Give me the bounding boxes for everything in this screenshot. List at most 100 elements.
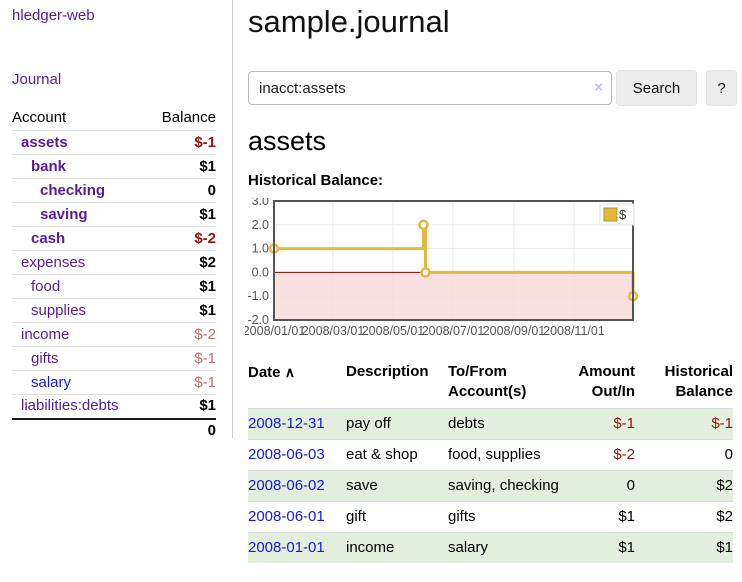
account-link-checking[interactable]: checking: [40, 181, 106, 199]
account-row-checking: checking 0: [12, 178, 216, 203]
sort-ascending-icon: ∧: [284, 364, 295, 380]
search-button[interactable]: Search: [616, 70, 697, 106]
account-link-supplies[interactable]: supplies: [31, 301, 87, 319]
account-row-saving: saving $1: [12, 202, 216, 227]
app-brand-link[interactable]: hledger-web: [12, 7, 95, 24]
transaction-row: 2008-06-03 eat & shop food, supplies $-2…: [248, 439, 733, 471]
transaction-amount: $-2: [560, 439, 635, 471]
transaction-accounts: salary: [448, 532, 560, 563]
svg-text:1.0: 1.0: [252, 242, 269, 256]
account-link-salary[interactable]: salary: [31, 373, 72, 391]
account-balance: $-2: [147, 322, 216, 347]
account-balance: $1: [147, 394, 216, 419]
account-link-gifts[interactable]: gifts: [31, 349, 59, 367]
svg-text:2008/05/01: 2008/05/01: [362, 324, 425, 338]
register-table: Date ∧ Description To/From Account(s) Am…: [248, 358, 733, 563]
account-link-liabilities-debts[interactable]: liabilities:debts: [21, 397, 119, 415]
help-button[interactable]: ?: [706, 70, 737, 106]
svg-text:2008/07/01: 2008/07/01: [422, 324, 485, 338]
column-header-date[interactable]: Date ∧: [248, 364, 295, 381]
account-link-cash[interactable]: cash: [31, 229, 66, 247]
transaction-balance: $2: [635, 501, 733, 533]
accounts-table-header: Account Balance: [12, 106, 216, 131]
accounts-header-account: Account: [12, 109, 67, 126]
transaction-row: 2008-01-01 income salary $1 $1: [248, 532, 733, 563]
transaction-accounts: saving, checking: [448, 470, 560, 502]
svg-text:2.0: 2.0: [252, 218, 269, 232]
accounts-table: Account Balance assets $-1 bank $1 check…: [12, 106, 216, 443]
page-title: sample.journal: [248, 4, 450, 39]
account-row-gifts: gifts $-1: [12, 346, 216, 371]
svg-text:2008/11/01: 2008/11/01: [543, 324, 605, 338]
transaction-amount: $-1: [560, 408, 635, 440]
transaction-date-link[interactable]: 2008-06-01: [248, 508, 325, 525]
transaction-date-link[interactable]: 2008-01-01: [248, 539, 325, 556]
svg-text:$: $: [619, 207, 627, 222]
search-input[interactable]: [248, 71, 612, 105]
register-header-row: Date ∧ Description To/From Account(s) Am…: [248, 358, 733, 409]
account-link-expenses[interactable]: expenses: [21, 253, 86, 271]
account-balance: $-1: [147, 130, 216, 155]
account-row-food: food $1: [12, 274, 216, 299]
account-link-food[interactable]: food: [31, 277, 61, 295]
account-link-saving[interactable]: saving: [40, 205, 88, 223]
account-balance: $-1: [147, 346, 216, 371]
account-balance: 0: [147, 178, 216, 203]
account-row-expenses: expenses $2: [12, 250, 216, 275]
sidebar-item-journal[interactable]: Journal: [12, 71, 62, 88]
transaction-description: gift: [346, 501, 448, 533]
transaction-amount: 0: [560, 470, 635, 502]
transaction-accounts: debts: [448, 408, 560, 440]
svg-text:0.0: 0.0: [252, 265, 269, 279]
account-link-bank[interactable]: bank: [31, 157, 67, 175]
svg-text:-1.0: -1.0: [247, 289, 269, 303]
search-form: ×: [248, 71, 612, 105]
account-row-assets: assets $-1: [12, 130, 216, 155]
account-row-liabilities-debts: liabilities:debts $1: [12, 394, 216, 419]
transaction-description: eat & shop: [346, 439, 448, 471]
chart-heading: Historical Balance:: [248, 172, 384, 189]
account-link-assets[interactable]: assets: [21, 133, 68, 151]
svg-text:2008/09/01: 2008/09/01: [483, 324, 546, 338]
account-row-income: income $-2: [12, 322, 216, 347]
account-row-supplies: supplies $1: [12, 298, 216, 323]
svg-text:2008/01/01: 2008/01/01: [245, 324, 305, 338]
accounts-total-value: 0: [147, 417, 216, 443]
transaction-date-link[interactable]: 2008-06-03: [248, 446, 325, 463]
account-row-cash: cash $-2: [12, 226, 216, 251]
svg-text:2008/03/01: 2008/03/01: [302, 324, 365, 338]
transaction-description: pay off: [346, 408, 448, 440]
transaction-row: 2008-06-02 save saving, checking 0 $2: [248, 470, 733, 502]
transaction-balance: $1: [635, 532, 733, 563]
account-balance: $1: [147, 298, 216, 323]
transaction-accounts: food, supplies: [448, 439, 560, 471]
transaction-description: save: [346, 470, 448, 502]
account-link-income[interactable]: income: [21, 325, 70, 343]
account-balance: $1: [147, 202, 216, 227]
transaction-balance: $2: [635, 470, 733, 502]
transaction-amount: $1: [560, 501, 635, 533]
account-row-bank: bank $1: [12, 154, 216, 179]
column-header-description: Description: [346, 363, 429, 380]
account-balance: $1: [147, 154, 216, 179]
column-header-historical-balance: Historical Balance: [664, 363, 733, 400]
account-row-salary: salary $-1: [12, 370, 216, 395]
transaction-row: 2008-12-31 pay off debts $-1 $-1: [248, 408, 733, 440]
svg-text:3.0: 3.0: [252, 198, 269, 208]
transaction-date-link[interactable]: 2008-12-31: [248, 415, 325, 432]
svg-text:-2.0: -2.0: [247, 313, 269, 327]
column-header-amount: Amount Out/In: [578, 363, 635, 400]
transaction-description: income: [346, 532, 448, 563]
account-balance: $2: [147, 250, 216, 275]
clear-search-icon[interactable]: ×: [594, 79, 603, 96]
transaction-row: 2008-06-01 gift gifts $1 $2: [248, 501, 733, 533]
accounts-total-row: 0: [12, 417, 216, 443]
account-balance: $1: [147, 274, 216, 299]
transaction-accounts: gifts: [448, 501, 560, 533]
sidebar: hledger-web Journal Account Balance asse…: [0, 0, 233, 443]
transaction-amount: $1: [560, 532, 635, 563]
transaction-balance: $-1: [635, 408, 733, 440]
transaction-date-link[interactable]: 2008-06-02: [248, 477, 325, 494]
column-header-accounts: To/From Account(s): [448, 363, 527, 400]
account-heading: assets: [248, 126, 327, 156]
